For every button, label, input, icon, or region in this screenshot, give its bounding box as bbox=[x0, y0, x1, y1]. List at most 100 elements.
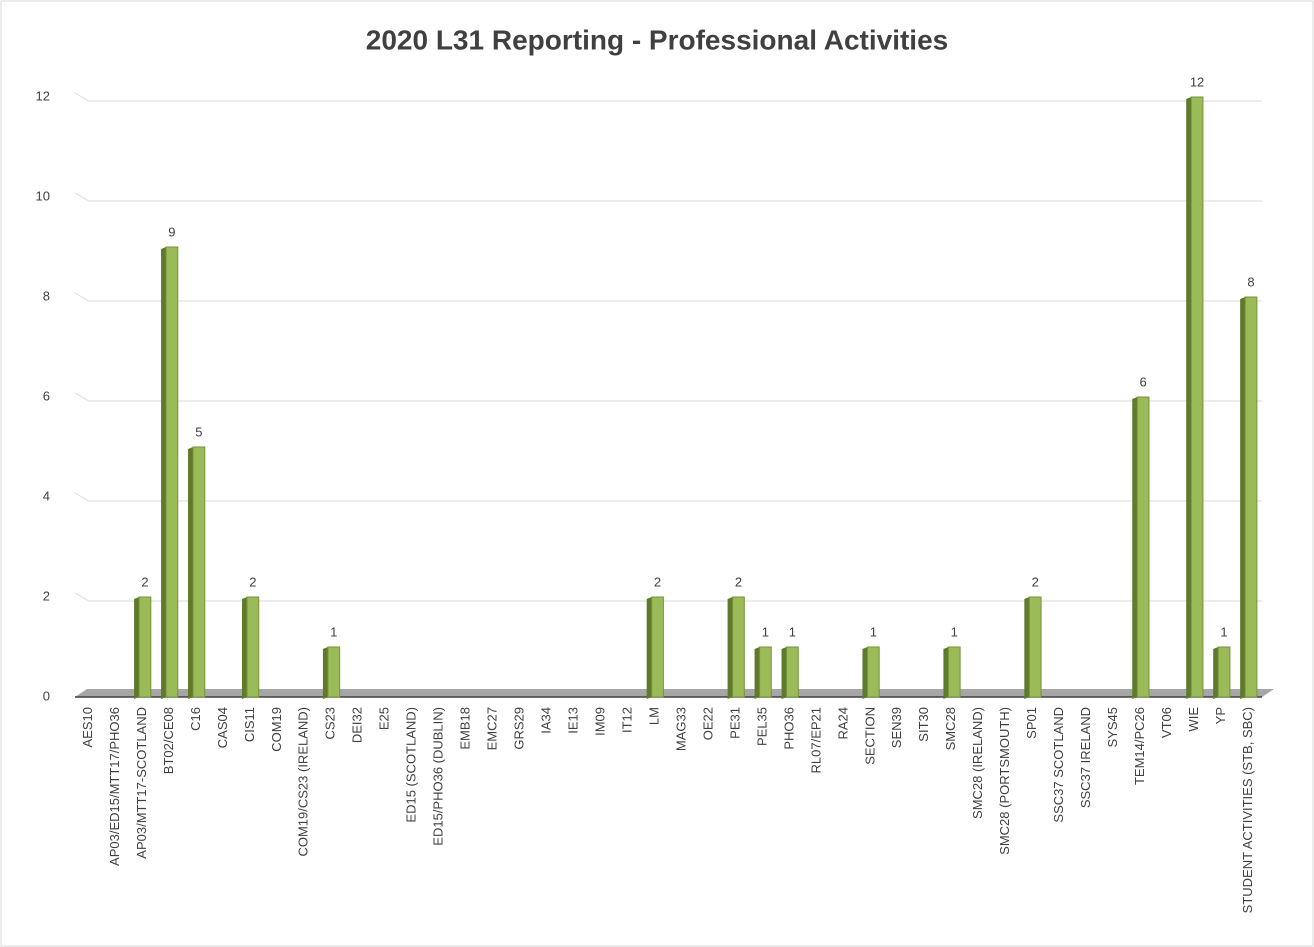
x-tick-label: LM bbox=[646, 707, 661, 725]
bar-front bbox=[1244, 296, 1258, 698]
x-tick-label: GRS29 bbox=[512, 707, 527, 750]
x-tick-label: CIS11 bbox=[242, 707, 257, 742]
grid-line bbox=[74, 392, 1262, 402]
x-tick-label: ED15/PHO36 (DUBLIN) bbox=[431, 707, 446, 846]
bar-side bbox=[134, 597, 140, 699]
bar-front bbox=[1217, 646, 1231, 698]
x-tick-label: C16 bbox=[188, 707, 203, 731]
x-tick-label: BT02/CE08 bbox=[161, 707, 176, 774]
bar bbox=[161, 246, 179, 699]
x-tick-label: COM19/CS23 (IRELAND) bbox=[296, 707, 311, 857]
x-tick-label: COM19 bbox=[269, 707, 284, 752]
bar-side bbox=[943, 647, 949, 699]
bar-front bbox=[786, 646, 799, 698]
y-tick-label: 0 bbox=[43, 688, 50, 703]
x-tick-label: TEM14/PC26 bbox=[1132, 707, 1147, 785]
y-tick-label: 4 bbox=[43, 488, 50, 503]
data-label: 2 bbox=[654, 574, 661, 589]
bar-front bbox=[1190, 96, 1204, 698]
x-tick-label: STUDENT ACTIVITIES (STB, SBC) bbox=[1240, 707, 1255, 913]
x-tick-label: IE13 bbox=[566, 707, 581, 734]
x-tick-label: RL07/EP21 bbox=[808, 707, 823, 774]
bar-front bbox=[651, 596, 664, 698]
x-tick-label: RA24 bbox=[835, 707, 850, 740]
bar bbox=[1024, 596, 1042, 699]
data-label: 8 bbox=[1247, 274, 1254, 289]
y-tick-label: 2 bbox=[43, 588, 50, 603]
grid-line bbox=[74, 192, 1262, 202]
x-tick-label: IT12 bbox=[619, 707, 634, 733]
bar-side bbox=[727, 597, 733, 699]
x-tick-label: OE22 bbox=[700, 707, 715, 740]
data-label: 1 bbox=[789, 624, 796, 639]
x-tick-label: DEI32 bbox=[350, 707, 365, 743]
bar bbox=[781, 646, 799, 699]
x-tick-label: E25 bbox=[377, 707, 392, 730]
x-tick-label: AP03/MTT17-SCOTLAND bbox=[134, 707, 149, 859]
x-tick-label: SP01 bbox=[1024, 707, 1039, 739]
data-label: 1 bbox=[330, 624, 337, 639]
x-tick-label: ED15 (SCOTLAND) bbox=[404, 707, 419, 823]
bar bbox=[241, 596, 260, 699]
x-tick-label: IM09 bbox=[592, 707, 607, 736]
x-tick-label: SSC37 SCOTLAND bbox=[1051, 707, 1066, 823]
x-tick-label: SMC28 (IRELAND) bbox=[970, 707, 985, 819]
x-tick-label: YP bbox=[1213, 707, 1228, 724]
grid-line bbox=[74, 92, 1262, 102]
data-label: 1 bbox=[870, 624, 877, 639]
bar-side bbox=[781, 647, 787, 699]
x-tick-label: EMC27 bbox=[485, 707, 500, 750]
x-tick-label: SYS45 bbox=[1105, 707, 1120, 747]
x-tick-label: IA34 bbox=[539, 707, 554, 734]
x-tick-label: PHO36 bbox=[781, 707, 796, 750]
y-tick-label: 12 bbox=[36, 88, 50, 103]
x-tick-label: SIT30 bbox=[916, 707, 931, 742]
x-tick-label: CAS04 bbox=[215, 707, 230, 748]
x-tick-label: VT06 bbox=[1159, 707, 1174, 738]
bar bbox=[1132, 396, 1150, 699]
bar bbox=[134, 596, 152, 699]
bar-side bbox=[161, 247, 167, 699]
bar bbox=[188, 446, 206, 699]
x-tick-label: WIE bbox=[1186, 707, 1201, 732]
bar bbox=[727, 596, 745, 699]
bar-side bbox=[754, 647, 760, 699]
bar bbox=[754, 646, 772, 699]
x-tick-label: PE31 bbox=[727, 707, 742, 739]
x-tick-label: PEL35 bbox=[754, 707, 769, 746]
data-label: 1 bbox=[762, 624, 769, 639]
bar-side bbox=[1213, 647, 1219, 699]
chart-title: 2020 L31 Reporting - Professional Activi… bbox=[366, 24, 948, 55]
y-tick-label: 8 bbox=[43, 288, 50, 303]
bar bbox=[1240, 296, 1258, 699]
x-tick-label: EMB18 bbox=[458, 707, 473, 750]
grid-line bbox=[74, 592, 1262, 602]
data-label: 12 bbox=[1190, 74, 1204, 89]
bar-front bbox=[1136, 396, 1150, 698]
bar-front bbox=[1028, 596, 1042, 698]
x-tick-label: SECTION bbox=[862, 707, 877, 765]
bar-side bbox=[188, 447, 194, 699]
y-tick-label: 6 bbox=[43, 388, 50, 403]
bar-front bbox=[327, 646, 341, 698]
grid-line bbox=[74, 292, 1262, 302]
grid-line bbox=[74, 492, 1262, 502]
bar bbox=[322, 646, 341, 699]
data-label: 2 bbox=[1032, 574, 1039, 589]
data-label: 9 bbox=[168, 224, 175, 239]
data-label: 2 bbox=[249, 574, 256, 589]
bar-front bbox=[947, 646, 961, 698]
bar-side bbox=[241, 597, 247, 699]
x-tick-label: AES10 bbox=[80, 707, 95, 747]
bar-side bbox=[1132, 397, 1138, 699]
bar bbox=[862, 646, 880, 699]
bar bbox=[1186, 96, 1204, 699]
x-tick-label: AP03/ED15/MTT17/PHO36 bbox=[107, 707, 122, 866]
bar bbox=[646, 596, 664, 699]
bar-front bbox=[759, 646, 772, 698]
data-label: 2 bbox=[141, 574, 148, 589]
bar bbox=[943, 646, 961, 699]
x-tick-label: SMC28 bbox=[943, 707, 958, 750]
